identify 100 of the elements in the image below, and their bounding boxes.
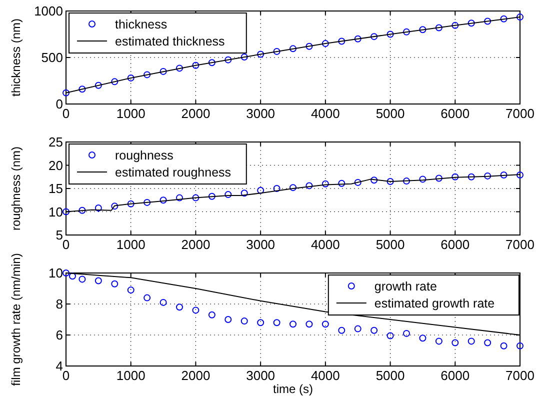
point (338, 38, 346, 45)
x-tick-label: 3000 (246, 106, 276, 121)
point (484, 339, 492, 346)
point (94, 277, 102, 284)
point (322, 180, 329, 188)
point (240, 190, 248, 197)
point (370, 176, 378, 184)
x-tick-label: 2000 (181, 237, 210, 252)
point (273, 319, 280, 326)
x-tick-label: 5000 (376, 237, 405, 252)
point (257, 319, 264, 326)
y-tick-label: 20 (48, 158, 63, 173)
y-tick-label: 5 (56, 228, 63, 242)
point (94, 204, 102, 212)
x-tick-label: 1000 (116, 237, 146, 252)
point (111, 280, 118, 288)
y-tick-label: 25 (48, 134, 63, 150)
point (273, 48, 280, 55)
point (208, 192, 216, 200)
x-tick-label: 2000 (181, 368, 210, 383)
point (386, 332, 394, 340)
point (257, 50, 264, 58)
point (144, 71, 151, 78)
x-tick-label: 7000 (506, 106, 534, 121)
x-tick-label: 5000 (376, 106, 405, 121)
x-tick-label: 6000 (440, 106, 470, 121)
point (484, 172, 492, 180)
x-tick-label: 4000 (310, 106, 340, 121)
point (62, 270, 70, 276)
point (160, 196, 167, 204)
point (78, 276, 86, 283)
x-tick-label: 3000 (246, 368, 276, 383)
point (435, 174, 442, 182)
point (144, 294, 151, 302)
point (224, 191, 232, 198)
point (240, 54, 248, 61)
y-axis-title: thickness (nm) (9, 18, 23, 97)
point (452, 339, 459, 346)
x-tick-label: 5000 (376, 368, 405, 383)
point (468, 173, 475, 180)
y-tick-label: 10 (48, 266, 63, 280)
point (208, 59, 216, 66)
point (435, 338, 442, 345)
point (403, 330, 410, 337)
point (435, 24, 442, 32)
point (176, 304, 183, 311)
point (452, 173, 459, 180)
point (290, 45, 296, 52)
point (516, 172, 524, 179)
legend-label: roughness (115, 148, 174, 162)
point (370, 326, 378, 334)
y-tick-label: 0 (56, 96, 63, 112)
point (176, 194, 183, 202)
point (127, 74, 134, 82)
point (500, 342, 508, 350)
point (403, 178, 410, 185)
point (290, 320, 296, 328)
point (419, 176, 426, 183)
x-tick-label: 4000 (310, 368, 340, 383)
point (500, 15, 508, 22)
point (516, 14, 524, 21)
point (403, 28, 410, 36)
point (111, 202, 118, 210)
point (160, 68, 167, 75)
y-axis-title: film growth rate (nm/min) (9, 253, 23, 386)
point (370, 33, 378, 40)
y-tick-label: 500 (41, 50, 63, 65)
point (468, 20, 475, 27)
point (338, 180, 346, 187)
point (419, 334, 426, 342)
point (78, 206, 86, 214)
x-tick-label: 4000 (310, 237, 340, 252)
point (354, 325, 362, 332)
x-axis-title: time (s) (273, 382, 313, 396)
point (354, 178, 362, 186)
point (419, 26, 426, 34)
y-tick-label: 6 (56, 328, 63, 342)
point (386, 178, 394, 186)
point (192, 62, 200, 69)
point (273, 185, 280, 192)
x-tick-label: 2000 (181, 106, 210, 121)
point (484, 18, 492, 25)
point (354, 35, 362, 42)
point (452, 22, 459, 29)
point (306, 182, 313, 190)
point (500, 172, 508, 179)
y-axis-title: roughness (nm) (9, 146, 23, 231)
x-tick-label: 3000 (246, 237, 276, 252)
legend-label: estimated thickness (115, 34, 225, 48)
x-tick-label: 1000 (116, 368, 146, 383)
y-tick-label: 8 (56, 296, 63, 312)
point (192, 194, 200, 202)
point (516, 342, 524, 350)
point (322, 320, 329, 328)
y-tick-label: 15 (48, 181, 63, 196)
point (306, 320, 313, 328)
legend-label: growth rate (374, 280, 437, 294)
point (160, 298, 167, 306)
point (111, 78, 118, 86)
point (127, 286, 134, 294)
